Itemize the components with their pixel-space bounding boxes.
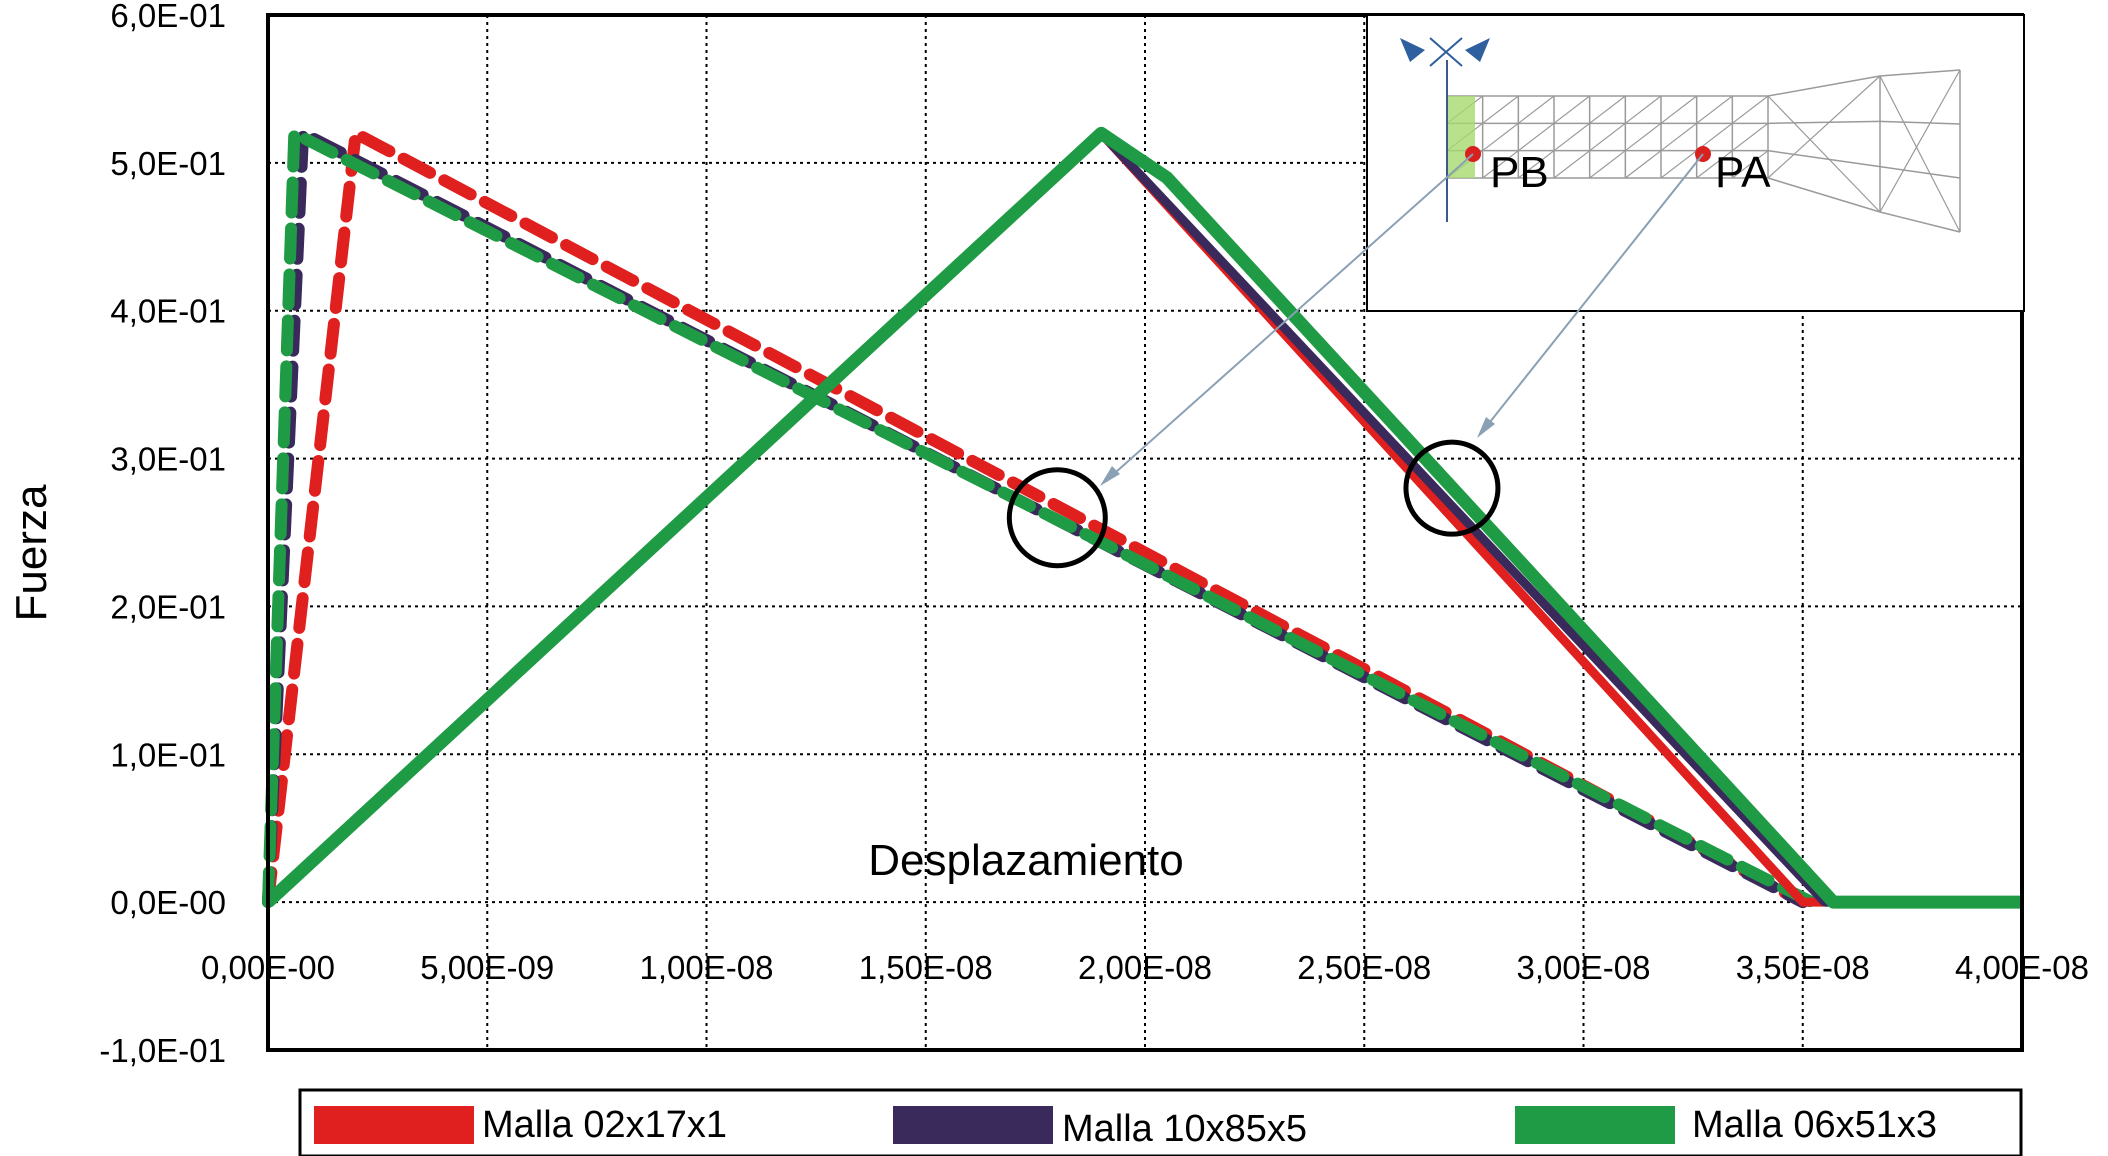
x-tick-label: 2,50E-08 xyxy=(1297,949,1431,986)
x-tick-label: 4,00E-08 xyxy=(1955,949,2089,986)
pb-pointer xyxy=(1100,153,1474,486)
support-arrows-icon xyxy=(1400,37,1490,67)
point-pb-label: PB xyxy=(1490,148,1549,197)
legend: Malla 02x17x1 Malla 10x85x5 Malla 06x51x… xyxy=(298,1088,2023,1156)
x-tick-label: 1,00E-08 xyxy=(640,949,774,986)
x-axis-label: Desplazamiento xyxy=(868,836,1184,885)
y-axis-label: Fuerza xyxy=(7,484,56,621)
series-line-pa-2 xyxy=(263,126,2022,909)
y-tick-label: 2,0E-01 xyxy=(110,588,226,625)
legend-swatch-0 xyxy=(314,1106,474,1144)
x-tick-label: 3,00E-08 xyxy=(1517,949,1651,986)
plot-frame xyxy=(266,13,2024,1052)
legend-swatch-2 xyxy=(1515,1106,1675,1144)
x-tick-label: 1,50E-08 xyxy=(859,949,993,986)
plot-lines xyxy=(262,126,2022,909)
mesh-grid xyxy=(1446,69,1961,233)
x-tick-labels: 0,00E-00 5,00E-09 1,00E-08 1,50E-08 2,00E-08… xyxy=(201,949,2089,986)
legend-frame xyxy=(298,1088,2023,1156)
pb-highlight-circle xyxy=(1006,467,1108,569)
y-tick-label: 3,0E-01 xyxy=(110,441,226,478)
x-tick-label: 0,00E-00 xyxy=(201,949,335,986)
legend-label-0: Malla 02x17x1 xyxy=(482,1104,727,1146)
legend-label-2: Malla 06x51x3 xyxy=(1692,1104,1937,1146)
y-tick-label: 5,0E-01 xyxy=(110,145,226,182)
x-tick-label: 2,00E-08 xyxy=(1078,949,1212,986)
series-line-pb-5 xyxy=(262,127,1818,909)
point-pa-label: PA xyxy=(1715,148,1771,197)
pa-pointer xyxy=(1477,153,1704,438)
x-tick-label: 5,00E-09 xyxy=(420,949,554,986)
pa-highlight-circle xyxy=(1403,439,1501,537)
x-tick-label: 3,50E-08 xyxy=(1736,949,1870,986)
y-tick-label: 6,0E-01 xyxy=(110,0,226,34)
legend-swatch-1 xyxy=(893,1106,1053,1144)
legend-label-1: Malla 10x85x5 xyxy=(1062,1108,1307,1150)
y-tick-label: 1,0E-01 xyxy=(110,736,226,773)
y-tick-label: 4,0E-01 xyxy=(110,293,226,330)
y-tick-label: 0,0E-00 xyxy=(110,884,226,921)
series-line-pb-3 xyxy=(262,127,1809,909)
y-tick-label: -1,0E-01 xyxy=(99,1032,226,1069)
y-tick-labels: 6,0E-01 5,0E-01 4,0E-01 3,0E-01 2,0E-01 1,0E-… xyxy=(99,0,226,1069)
